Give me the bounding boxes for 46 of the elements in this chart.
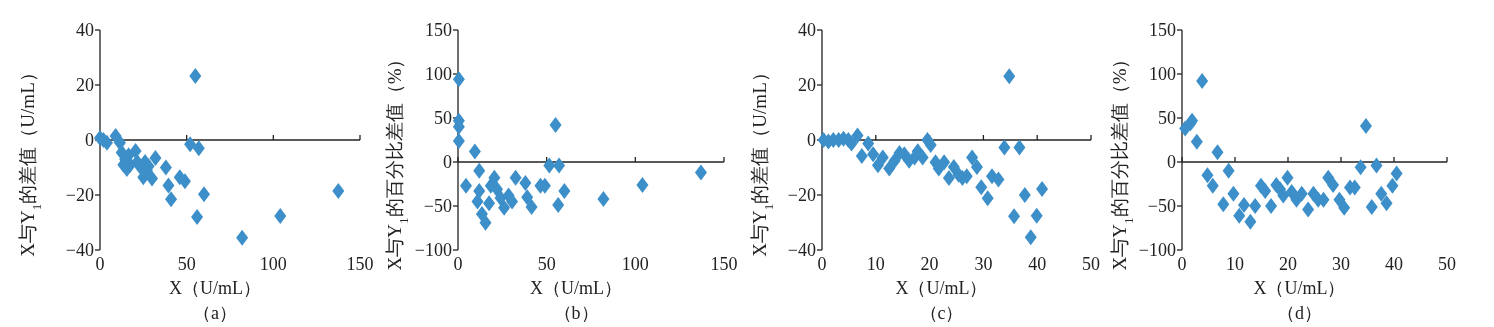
y-tick-label: −100 (1138, 240, 1176, 260)
y-tick-label: 150 (425, 20, 452, 40)
y-tick-label: 0 (807, 130, 816, 150)
x-tick-label: 20 (1279, 254, 1297, 274)
x-tick-label: 10 (866, 254, 885, 274)
y-tick-label: 50 (434, 108, 452, 128)
y-tick-label: 150 (1149, 20, 1176, 40)
x-tick-label: 50 (1438, 254, 1456, 274)
y-tick-label: 20 (798, 75, 816, 95)
y-tick-label: −50 (423, 196, 452, 216)
x-tick-label: 20 (920, 254, 939, 274)
y-tick-label: −40 (65, 240, 94, 260)
y-tick-label: 20 (76, 75, 94, 95)
y-tick-label: 100 (425, 64, 452, 84)
x-tick-label: 30 (974, 254, 993, 274)
y-tick-label: −20 (787, 185, 816, 205)
x-tick-label: 100 (259, 254, 287, 274)
y-tick-label: 100 (1149, 64, 1176, 84)
y-tick-label: −40 (787, 240, 816, 260)
y-tick-label: 0 (85, 130, 94, 150)
y-tick-label: −100 (414, 240, 452, 260)
x-tick-label: 100 (621, 254, 649, 274)
text: （b） (553, 303, 599, 323)
y-tick-label: 0 (443, 152, 452, 172)
y-tick-label: 0 (1167, 152, 1176, 172)
x-tick-label: 40 (1028, 254, 1047, 274)
text: （c） (919, 303, 964, 323)
y-tick-label: −50 (1147, 196, 1176, 216)
x-tick-label: 40 (1385, 254, 1403, 274)
x-axis-title: X（U/mL） (895, 278, 988, 298)
text: （a） (193, 303, 237, 323)
x-tick-label: 30 (1332, 254, 1350, 274)
y-tick-label: 40 (76, 20, 94, 40)
x-axis-title: X（U/mL） (169, 278, 261, 298)
x-axis-title: X（U/mL） (530, 278, 622, 298)
text: （d） (1277, 303, 1322, 323)
x-tick-label: 150 (346, 254, 374, 274)
y-tick-label: 50 (1158, 108, 1176, 128)
x-tick-label: 10 (1226, 254, 1244, 274)
x-axis-title: X（U/mL） (1253, 278, 1346, 298)
x-tick-label: 150 (710, 254, 738, 274)
y-tick-label: −20 (65, 185, 94, 205)
x-tick-label: 50 (1082, 254, 1100, 274)
x-tick-label: 50 (537, 254, 556, 274)
x-tick-label: 50 (177, 254, 196, 274)
y-tick-label: 40 (798, 20, 816, 40)
